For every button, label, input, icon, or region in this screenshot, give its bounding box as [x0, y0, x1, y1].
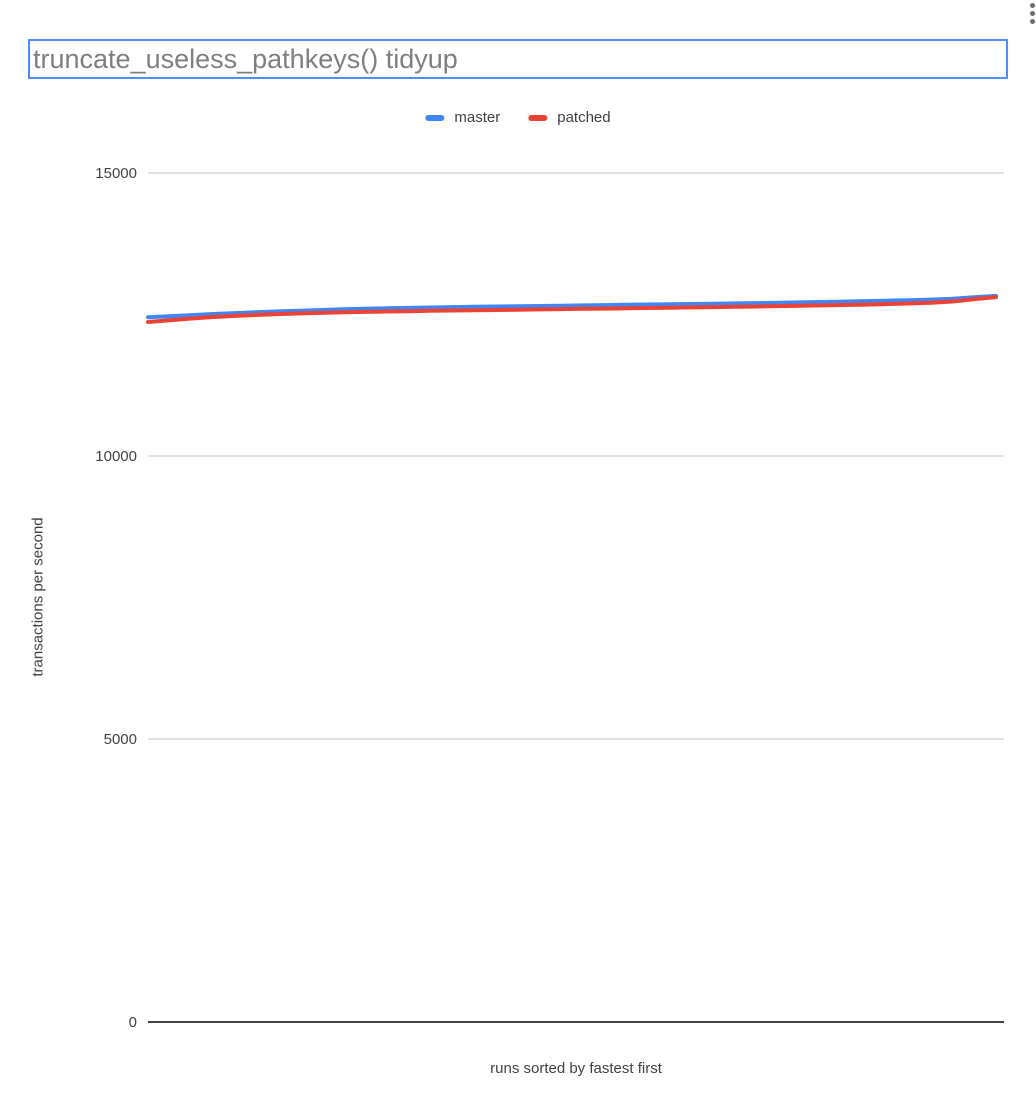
- legend-item-patched[interactable]: patched: [528, 109, 611, 126]
- legend-item-master[interactable]: master: [425, 109, 500, 126]
- x-axis-title: runs sorted by fastest first: [490, 1060, 662, 1077]
- more-options-icon[interactable]: [1030, 3, 1035, 24]
- series-line-patched[interactable]: [146, 295, 998, 324]
- chart-title-textbox[interactable]: truncate_useless_pathkeys() tidyup: [28, 39, 1008, 79]
- y-axis-title: transactions per second: [29, 517, 47, 677]
- kebab-dot: [1030, 3, 1035, 8]
- y-tick-label: 0: [129, 1014, 137, 1031]
- chart-title-text: truncate_useless_pathkeys() tidyup: [33, 44, 458, 74]
- y-tick-label: 10000: [95, 448, 137, 465]
- kebab-dot: [1030, 19, 1035, 24]
- kebab-dot: [1030, 11, 1035, 16]
- legend-label-master: master: [454, 109, 501, 126]
- legend-swatch-master: [425, 114, 445, 121]
- chart-legend: master patched: [425, 109, 611, 126]
- series-line-master[interactable]: [146, 293, 998, 320]
- legend-label-patched: patched: [557, 109, 611, 126]
- y-tick-label: 15000: [95, 165, 137, 182]
- legend-swatch-patched: [528, 114, 548, 121]
- y-tick-label: 5000: [104, 731, 137, 748]
